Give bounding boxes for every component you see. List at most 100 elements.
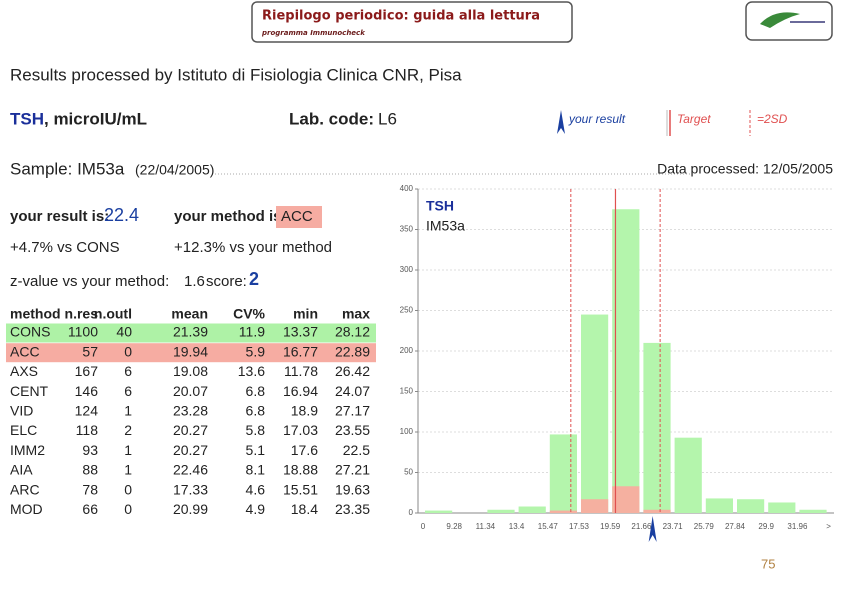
table-cell: 23.28 [173,403,208,419]
chart-subtitle: IM53a [426,218,465,234]
table-cell: 5.9 [246,343,266,359]
bar [705,498,733,513]
table-cell: 11.9 [239,324,265,340]
bar [643,509,671,513]
x-tick-label: > [826,522,831,531]
legend-result: your result [568,112,626,126]
result: 22.4 [104,205,139,225]
unit: , microIU/mL [44,109,147,128]
lab-code: L6 [378,109,397,128]
table-cell: 13.6 [238,363,265,379]
analyte: TSH [10,109,44,128]
table-cell: 21.39 [173,324,208,340]
table-cell: 26.42 [335,363,370,379]
lab-code-label: Lab. code: [289,109,374,128]
table-cell: 167 [75,363,99,379]
table-cell: 6.8 [246,383,266,399]
table-cell: 22.5 [343,442,370,458]
method-highlight [276,206,322,228]
y-tick-label: 350 [400,225,414,234]
processed: Data processed: 12/05/2005 [657,161,833,177]
vs-method: +12.3% vs your method [174,239,332,256]
table-cell: 5.1 [246,442,266,458]
table-cell: 17.03 [283,422,318,438]
bar [581,499,609,513]
logo-box [745,1,833,41]
table-cell: 78 [82,481,98,497]
sample-date: (22/04/2005) [135,162,214,178]
table-cell: 2 [124,422,132,438]
table-cell: 66 [82,501,98,517]
header-title: Riepilogo periodico: guida alla lettura [262,9,540,24]
row-highlight [6,343,376,363]
chart-frame [383,182,838,540]
legend-target: Target [677,112,711,126]
bar [549,434,577,513]
legend-result-marker [557,110,565,134]
table-cell: AIA [10,462,33,478]
table-cell: 17.33 [173,481,208,497]
table-cell: 19.08 [173,363,208,379]
column-header: max [342,306,370,322]
table-cell: ARC [10,481,40,497]
table-cell: 24.07 [335,383,370,399]
x-tick-label: 0 [421,522,426,531]
bar [518,506,546,513]
table-cell: CONS [10,324,50,340]
x-tick-label: 17.53 [569,522,590,531]
table-cell: 1 [124,442,132,458]
x-tick-label: 31.96 [787,522,808,531]
table-cell: 15.51 [283,481,318,497]
bar [612,486,640,513]
header-box [251,1,573,43]
y-tick-label: 200 [400,346,414,355]
table-cell: 16.77 [283,343,318,359]
page-number: 75 [761,556,775,571]
x-tick-label: 11.34 [476,522,496,531]
table-cell: VID [10,403,33,419]
bar [674,437,702,513]
x-tick-label: 15.47 [538,522,559,531]
chart-title: TSH [426,198,454,214]
table-cell: CENT [10,383,49,399]
table-cell: 11.78 [284,363,318,379]
bar [737,499,765,513]
table-cell: 20.07 [173,383,208,399]
y-tick-label: 50 [404,468,413,477]
x-tick-label: 21.66 [631,522,652,531]
y-tick-label: 300 [400,265,414,274]
table-cell: 18.88 [283,462,318,478]
bar [549,510,577,513]
column-header: CV% [233,306,265,322]
result-marker [648,516,657,542]
lab-line: Results processed by Istituto di Fisiolo… [10,65,462,84]
table-cell: 40 [116,324,132,340]
table-cell: 23.35 [335,501,370,517]
bar [799,509,827,513]
x-tick-label: 13.4 [509,522,525,531]
table-cell: IMM2 [10,442,45,458]
table-cell: 146 [75,383,99,399]
table-cell: 0 [124,501,132,517]
table-cell: 27.21 [335,462,370,478]
y-tick-label: 0 [409,508,414,517]
x-tick-label: 29.9 [758,522,774,531]
x-tick-label: 19.59 [600,522,621,531]
column-header: min [293,306,318,322]
table-cell: 18.9 [291,403,318,419]
table-cell: 20.27 [173,422,208,438]
table-cell: ELC [10,422,37,438]
table-cell: 1 [124,462,132,478]
y-tick-label: 100 [400,427,414,436]
bar [425,510,453,513]
table-cell: 23.55 [335,422,370,438]
result-label: your result is: [10,208,109,225]
table-cell: 19.94 [173,343,208,359]
table-cell: 0 [124,343,132,359]
score: 2 [249,269,259,289]
table-cell: 20.27 [173,442,208,458]
table-cell: 16.94 [283,383,318,399]
bar [581,314,609,513]
column-header: n.res [65,306,99,322]
y-tick-label: 150 [400,387,414,396]
